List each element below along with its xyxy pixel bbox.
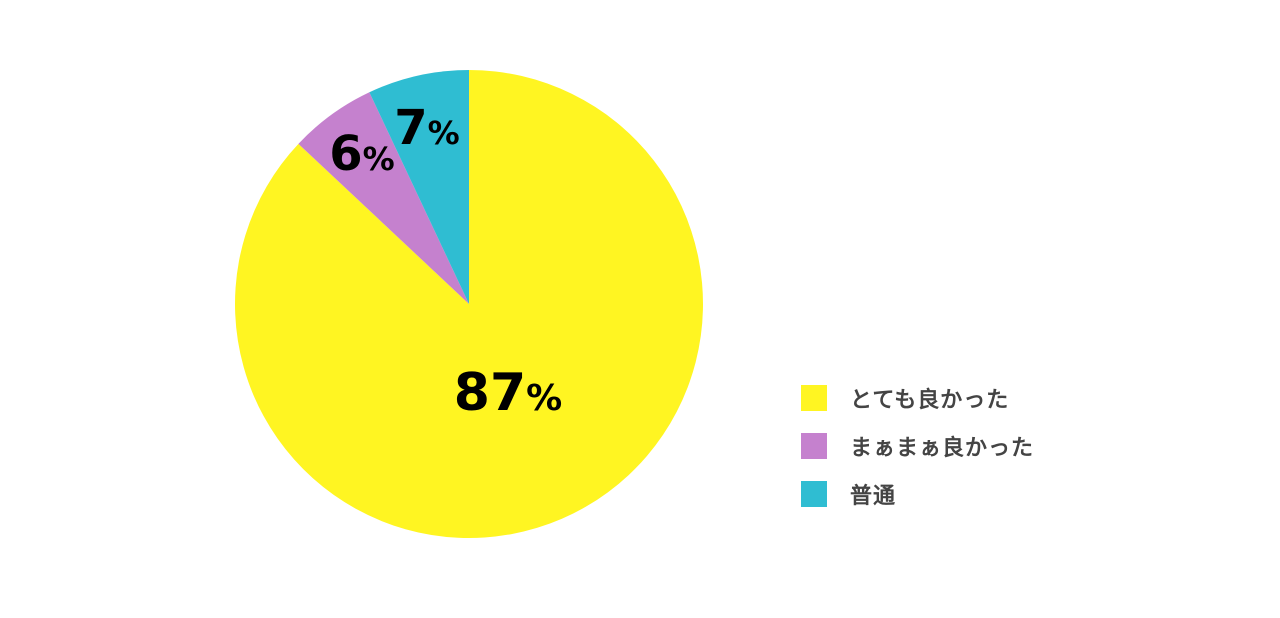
- slice-label-2: 7%: [394, 100, 459, 156]
- legend-label-2: 普通: [850, 484, 897, 509]
- legend-swatch-2: [801, 481, 827, 507]
- legend-swatch-0: [801, 385, 827, 411]
- legend: とても良かった まぁまぁ良かった 普通: [801, 374, 1034, 518]
- legend-item-0: とても良かった: [801, 374, 1034, 422]
- legend-item-1: まぁまぁ良かった: [801, 422, 1034, 470]
- legend-label-0: とても良かった: [850, 388, 1010, 413]
- slice-label-0: 87%: [454, 363, 562, 423]
- legend-label-1: まぁまぁ良かった: [850, 436, 1035, 461]
- slice-label-1: 6%: [329, 126, 394, 182]
- pie-slice-2: [369, 70, 469, 304]
- pie-slice-0: [235, 70, 704, 538]
- pie-slice-1: [298, 92, 469, 304]
- legend-item-2: 普通: [801, 470, 1034, 518]
- legend-swatch-1: [801, 433, 827, 459]
